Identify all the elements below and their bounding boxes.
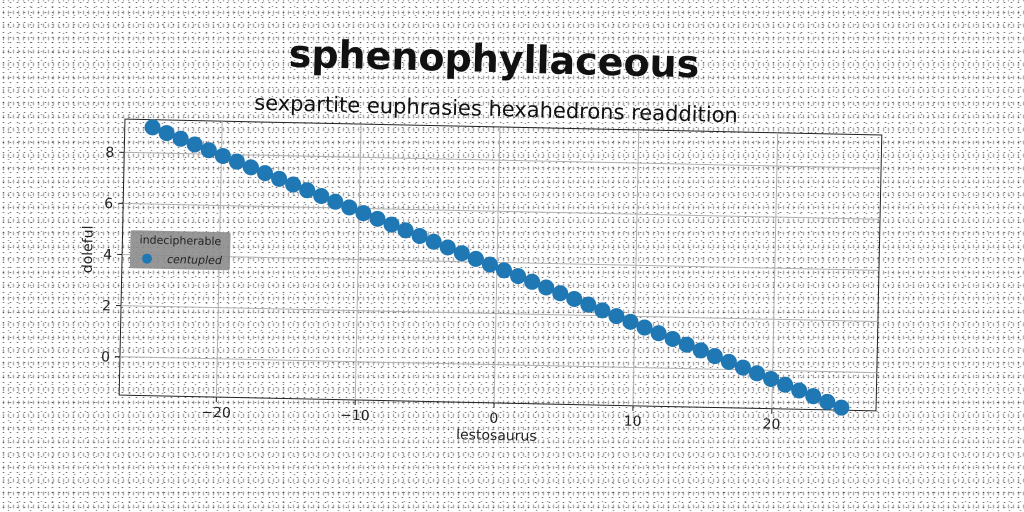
y-gridline: [121, 305, 878, 322]
data-point: [228, 153, 245, 170]
data-point: [833, 399, 850, 416]
data-point: [397, 222, 414, 239]
legend-marker: [142, 253, 153, 264]
y-tick-label: 4: [103, 247, 112, 263]
legend-label: centupled: [167, 253, 223, 267]
data-point: [214, 147, 231, 164]
data-point: [805, 388, 822, 405]
data-point: [425, 233, 442, 250]
data-point: [777, 376, 794, 393]
x-tick-label: −20: [201, 405, 231, 422]
x-gridline: [632, 129, 640, 406]
data-point: [749, 365, 766, 382]
data-point: [299, 182, 316, 199]
data-point: [734, 359, 751, 376]
grid: [119, 121, 882, 409]
data-point: [200, 142, 217, 159]
data-point: [467, 250, 484, 267]
y-tick-label: 8: [105, 145, 114, 161]
data-point: [664, 330, 681, 347]
data-point: [186, 136, 203, 153]
data-point: [257, 165, 274, 182]
chart-subtitle: sexpartite euphrasies hexahedrons readdi…: [254, 91, 738, 128]
axis-ticks: −20 −10 0 10 20 0 2 4 6 8: [101, 145, 781, 433]
y-gridline: [123, 202, 881, 220]
x-tick-label: 20: [762, 417, 780, 433]
x-gridline: [354, 124, 362, 401]
data-point: [678, 336, 695, 353]
data-point: [242, 159, 259, 176]
data-point: [144, 119, 161, 136]
x-tick-label: 0: [489, 411, 498, 427]
data-point: [538, 279, 555, 296]
data-point: [313, 187, 330, 204]
data-point: [580, 296, 597, 313]
x-tick-label: 10: [624, 414, 642, 430]
plot-area: −20 −10 0 10 20 0 2 4 6 8 lestosaurus doleful ind…: [80, 118, 883, 445]
data-point: [636, 319, 653, 336]
data-point: [692, 342, 709, 359]
data-point: [355, 205, 372, 222]
data-point: [594, 302, 611, 319]
y-tick-label: 2: [102, 298, 111, 314]
x-tick-label: −10: [340, 408, 370, 425]
data-point: [720, 353, 737, 370]
data-point: [341, 199, 358, 216]
data-point: [650, 325, 667, 342]
legend-box: [129, 230, 231, 271]
data-point: [510, 268, 527, 285]
data-point: [566, 290, 583, 307]
data-point: [481, 256, 498, 273]
data-point: [285, 176, 302, 193]
y-gridline: [124, 151, 882, 169]
data-point: [552, 285, 569, 302]
y-gridline: [122, 254, 879, 271]
data-point: [706, 348, 723, 365]
data-point: [495, 262, 512, 279]
data-point: [524, 273, 541, 290]
legend: indecipherable centupled: [129, 230, 231, 271]
data-point: [271, 170, 288, 187]
data-point: [622, 313, 639, 330]
y-axis-label: doleful: [80, 225, 97, 273]
data-point: [327, 193, 344, 210]
plot-frame: [118, 118, 883, 412]
data-point: [158, 125, 175, 142]
chart-title: sphenophyllaceous: [288, 32, 700, 87]
data-point: [763, 371, 780, 388]
data-point: [411, 228, 428, 245]
y-tick-label: 6: [104, 196, 113, 212]
data-point: [439, 239, 456, 256]
y-tick-label: 0: [101, 349, 110, 365]
x-gridline: [771, 132, 779, 409]
data-point: [453, 245, 470, 262]
data-point: [608, 308, 625, 325]
data-point: [172, 130, 189, 147]
series-centupled: [144, 119, 850, 416]
x-axis-label: lestosaurus: [456, 427, 537, 445]
data-point: [369, 210, 386, 227]
data-point: [819, 393, 836, 410]
legend-title: indecipherable: [139, 233, 221, 248]
data-point: [383, 216, 400, 233]
data-point: [791, 382, 808, 399]
